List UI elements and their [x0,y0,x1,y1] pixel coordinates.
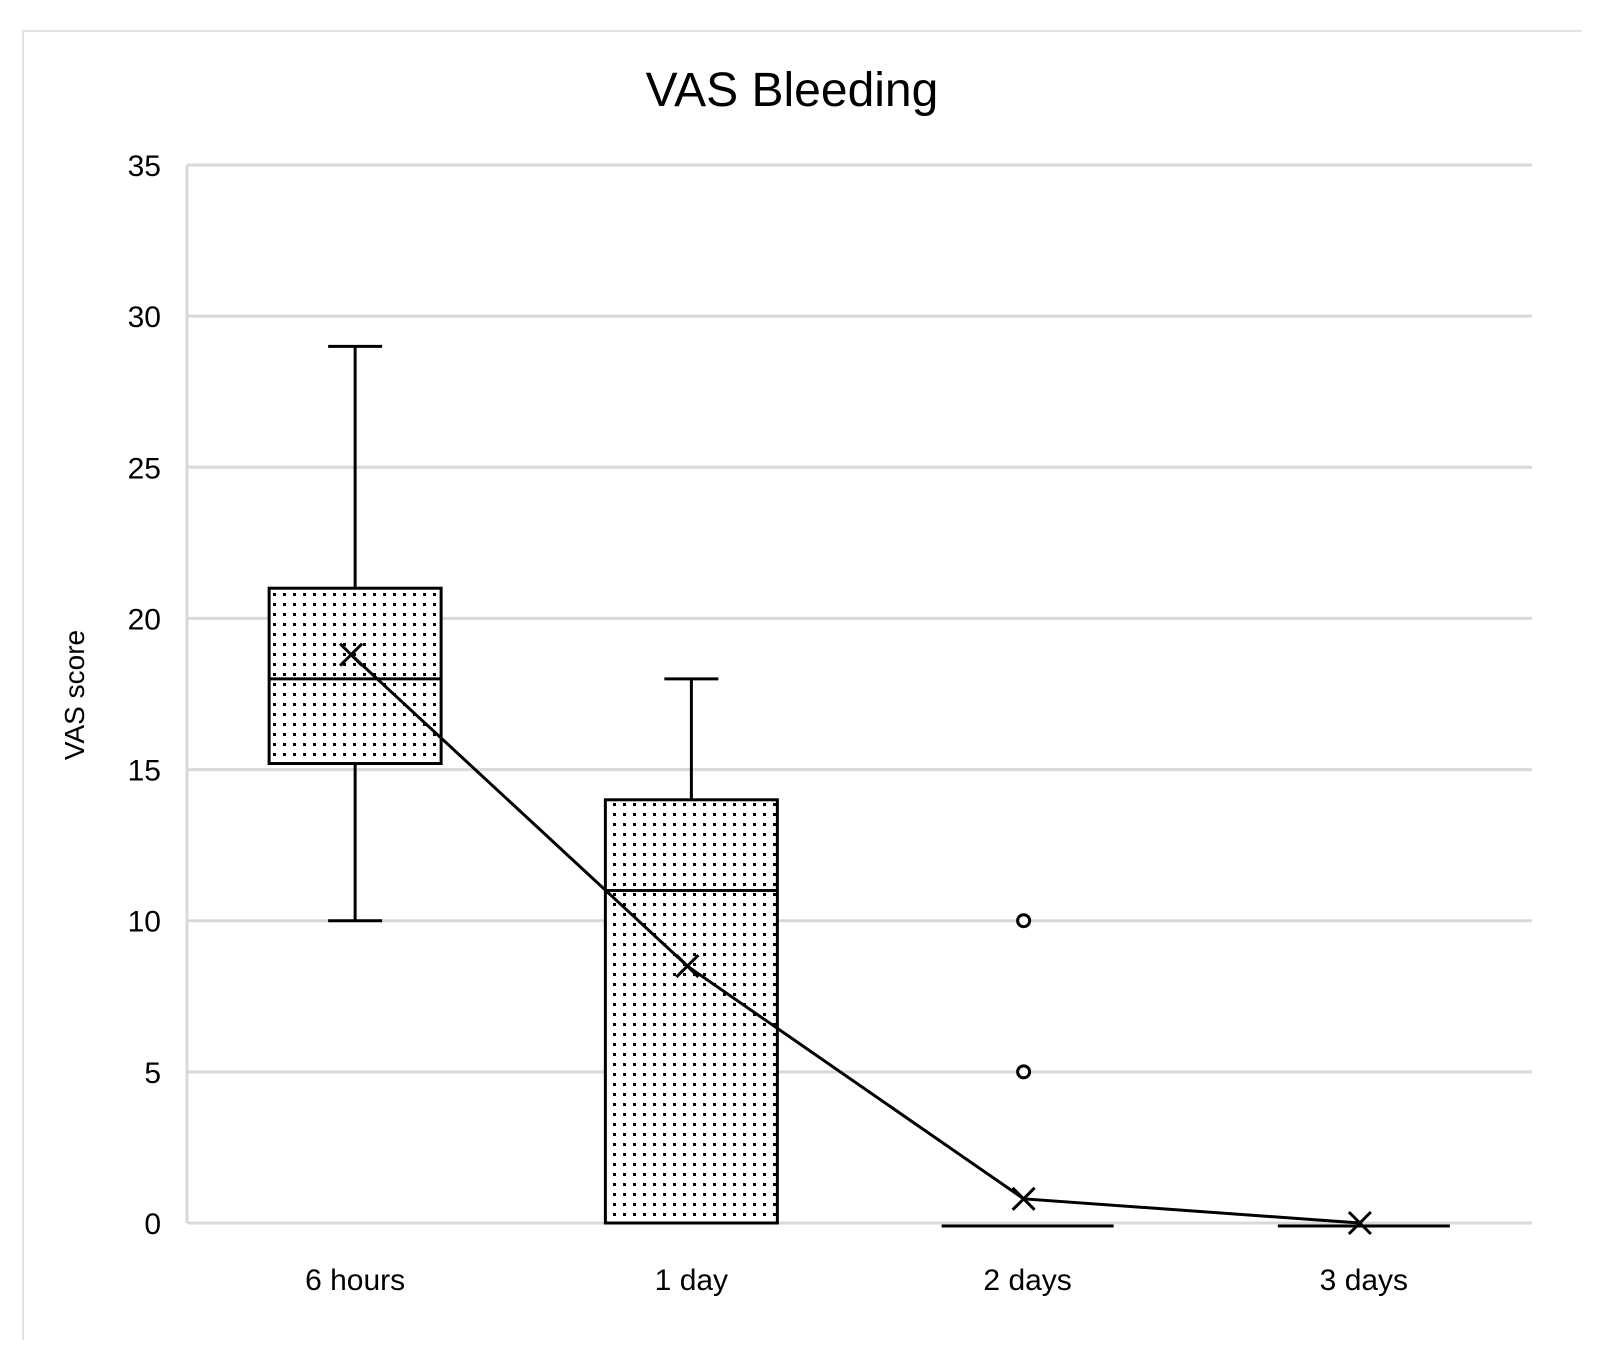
y-tick-label: 10 [128,906,161,939]
box-2 [941,913,1114,1228]
y-tick-label: 5 [144,1057,161,1090]
y-axis-label: VAS score [59,630,90,760]
mean-marker-stroke [1011,1186,1036,1211]
outlier-point [1016,1064,1032,1080]
x-tick-label: 2 days [983,1264,1071,1297]
y-tick-label: 25 [128,452,161,485]
y-tick-label: 30 [128,301,161,334]
x-tick-label: 1 day [655,1264,728,1297]
box-0 [267,344,443,923]
x-tick-labels: 6 hours 1 day 2 days 3 days [305,1264,1408,1297]
mean-line [350,653,1360,1225]
x-tick-label: 6 hours [305,1264,405,1297]
mean-marker-stroke [339,642,364,667]
mean-marker [339,642,364,667]
x-tick-label: 3 days [1320,1264,1408,1297]
iqr-box [267,586,443,766]
mean-marker [675,953,700,979]
chart-frame [22,30,1582,1340]
mean-line-group [339,642,1372,1236]
y-tick-labels: 0 5 10 15 20 25 30 35 [128,150,161,1241]
mean-marker [1347,1210,1372,1236]
boxes [267,344,1450,1228]
gridlines [185,163,1532,1225]
chart-title: VAS Bleeding [646,64,939,117]
y-tick-label: 20 [128,603,161,636]
mean-marker-stroke [675,953,700,979]
mean-marker-stroke [1347,1210,1372,1236]
y-tick-label: 0 [144,1208,161,1241]
mean-marker [1011,1186,1036,1211]
outlier-point [1016,913,1032,929]
box-1 [603,677,779,1225]
iqr-box [603,798,779,1225]
y-tick-label: 15 [128,755,161,788]
y-tick-label: 35 [128,150,161,183]
